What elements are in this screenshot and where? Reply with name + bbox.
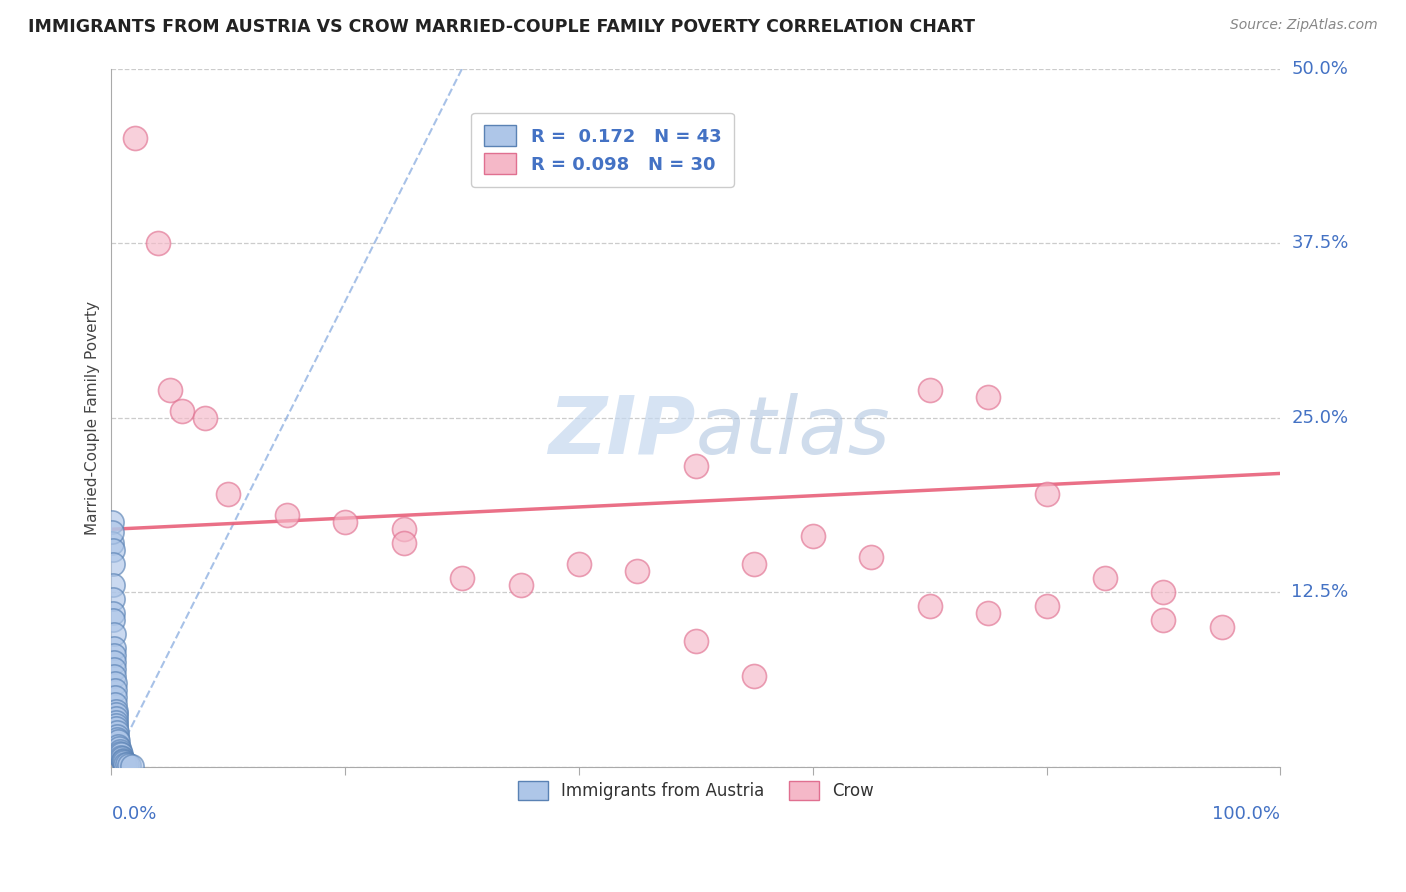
- Point: [105, 731, 128, 746]
- Text: atlas: atlas: [696, 392, 890, 471]
- Text: 12.5%: 12.5%: [1292, 583, 1348, 601]
- Point: [112, 754, 135, 768]
- Legend: Immigrants from Austria, Crow: Immigrants from Austria, Crow: [510, 774, 882, 807]
- Point: [1152, 585, 1174, 599]
- Point: [101, 516, 124, 530]
- Y-axis label: Married-Couple Family Poverty: Married-Couple Family Poverty: [86, 301, 100, 534]
- Point: [104, 676, 127, 690]
- Point: [104, 711, 127, 725]
- Point: [509, 578, 531, 592]
- Point: [101, 543, 124, 558]
- Point: [977, 606, 1000, 620]
- Point: [101, 524, 124, 539]
- Point: [107, 739, 129, 753]
- Point: [1035, 599, 1057, 613]
- Point: [860, 550, 883, 565]
- Point: [115, 757, 138, 772]
- Point: [1211, 620, 1233, 634]
- Point: [626, 564, 648, 578]
- Point: [105, 714, 128, 729]
- Point: [217, 487, 239, 501]
- Point: [392, 536, 415, 550]
- Point: [801, 529, 824, 543]
- Point: [101, 578, 124, 592]
- Point: [101, 592, 124, 607]
- Point: [918, 599, 941, 613]
- Point: [103, 627, 125, 641]
- Point: [103, 655, 125, 669]
- Point: [104, 697, 127, 711]
- Text: 37.5%: 37.5%: [1292, 234, 1348, 252]
- Point: [1094, 571, 1116, 585]
- Point: [105, 729, 128, 743]
- Point: [1152, 613, 1174, 627]
- Point: [103, 648, 125, 662]
- Point: [104, 690, 127, 704]
- Point: [159, 383, 181, 397]
- Point: [101, 613, 124, 627]
- Text: 25.0%: 25.0%: [1292, 409, 1348, 426]
- Point: [101, 557, 124, 571]
- Point: [118, 758, 141, 772]
- Point: [111, 753, 134, 767]
- Point: [101, 536, 124, 550]
- Point: [105, 721, 128, 735]
- Point: [977, 390, 1000, 404]
- Point: [103, 662, 125, 676]
- Text: 100.0%: 100.0%: [1212, 805, 1281, 823]
- Point: [918, 383, 941, 397]
- Point: [111, 751, 134, 765]
- Point: [685, 459, 707, 474]
- Point: [103, 640, 125, 655]
- Point: [105, 717, 128, 731]
- Point: [108, 744, 131, 758]
- Point: [110, 747, 132, 761]
- Point: [104, 682, 127, 697]
- Point: [742, 557, 765, 571]
- Text: 50.0%: 50.0%: [1292, 60, 1348, 78]
- Point: [104, 704, 127, 718]
- Point: [112, 756, 135, 770]
- Text: IMMIGRANTS FROM AUSTRIA VS CROW MARRIED-COUPLE FAMILY POVERTY CORRELATION CHART: IMMIGRANTS FROM AUSTRIA VS CROW MARRIED-…: [28, 18, 976, 36]
- Text: 0.0%: 0.0%: [111, 805, 157, 823]
- Point: [1035, 487, 1057, 501]
- Point: [105, 724, 128, 739]
- Point: [146, 236, 169, 251]
- Point: [276, 508, 298, 523]
- Point: [335, 516, 357, 530]
- Point: [742, 669, 765, 683]
- Point: [108, 741, 131, 756]
- Point: [194, 410, 217, 425]
- Point: [108, 746, 131, 760]
- Text: ZIP: ZIP: [548, 392, 696, 471]
- Point: [114, 756, 136, 771]
- Point: [392, 522, 415, 536]
- Point: [101, 606, 124, 620]
- Point: [110, 749, 132, 764]
- Point: [103, 669, 125, 683]
- Point: [568, 557, 591, 571]
- Point: [124, 131, 146, 145]
- Point: [170, 403, 193, 417]
- Point: [121, 759, 143, 773]
- Point: [685, 634, 707, 648]
- Point: [451, 571, 474, 585]
- Point: [107, 734, 129, 748]
- Point: [104, 706, 127, 721]
- Text: Source: ZipAtlas.com: Source: ZipAtlas.com: [1230, 18, 1378, 32]
